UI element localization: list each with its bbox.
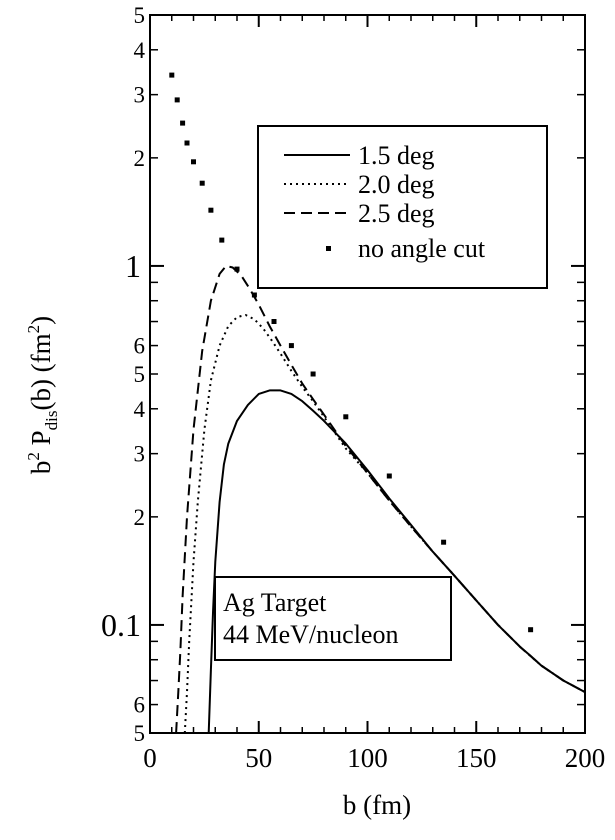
point-no-angle-cut — [528, 627, 534, 633]
x-axis-label: b (fm) — [343, 790, 411, 820]
point-no-angle-cut — [441, 539, 447, 545]
svg-text:b2 Pdis(b) (fm2): b2 Pdis(b) (fm2) — [24, 316, 61, 474]
legend-marker-no-angle-cut — [326, 246, 331, 251]
point-no-angle-cut — [199, 180, 205, 186]
annotation: Ag Target 44 MeV/nucleon — [214, 576, 452, 661]
y-minor-tick-label: 3 — [134, 83, 146, 108]
y-axis-label: b2 Pdis(b) (fm2) — [24, 316, 61, 474]
x-tick-label: 0 — [143, 743, 157, 773]
y-minor-tick-label: 2 — [134, 146, 146, 171]
point-no-angle-cut — [288, 343, 294, 349]
point-no-angle-cut — [208, 207, 214, 213]
y-minor-tick-label: 5 — [134, 721, 146, 746]
point-no-angle-cut — [191, 159, 196, 165]
legend: 1.5 deg 2.0 deg 2.5 deg no angle cut — [257, 125, 548, 289]
point-no-angle-cut — [343, 414, 349, 420]
plot-area: 0 50 100 150 200 0.1 1 5 6 2 3 4 5 6 2 3 4 5 — [101, 3, 605, 773]
y-minor-tick-label: 5 — [134, 362, 146, 387]
series-line-2.5-deg — [175, 264, 585, 733]
legend-label-no-angle-cut: no angle cut — [358, 234, 486, 263]
y-minor-tick-label: 6 — [134, 693, 146, 718]
point-no-angle-cut — [219, 237, 225, 243]
point-no-angle-cut — [180, 120, 186, 126]
y-minor-tick-label: 4 — [134, 397, 146, 422]
point-no-angle-cut — [174, 97, 180, 103]
y-minor-tick-label: 4 — [134, 38, 146, 63]
point-no-angle-cut — [184, 140, 190, 146]
x-tick-label: 200 — [565, 743, 606, 773]
annotation-line-2: 44 MeV/nucleon — [223, 620, 398, 649]
series-group — [169, 72, 585, 733]
point-no-angle-cut — [251, 292, 257, 298]
point-no-angle-cut — [310, 371, 316, 377]
y-minor-tick-label: 6 — [134, 334, 146, 359]
x-tick-label: 100 — [347, 743, 388, 773]
x-tick-label: 150 — [456, 743, 497, 773]
legend-label-2.5-deg: 2.5 deg — [358, 199, 435, 228]
y-minor-tick-label: 2 — [134, 505, 146, 530]
legend-label-1.5-deg: 1.5 deg — [358, 141, 435, 170]
point-no-angle-cut — [234, 266, 240, 272]
y-minor-tick-label: 5 — [134, 3, 146, 28]
y-tick-label: 0.1 — [101, 607, 141, 643]
annotation-box — [214, 576, 452, 661]
legend-box — [257, 125, 548, 289]
series-line-1.5-deg — [207, 389, 585, 733]
point-no-angle-cut — [271, 319, 277, 324]
point-no-angle-cut — [169, 72, 175, 78]
series-line-2.0-deg — [183, 314, 585, 733]
y-tick-label: 1 — [125, 248, 141, 284]
point-no-angle-cut — [386, 473, 392, 479]
legend-label-2.0-deg: 2.0 deg — [358, 170, 435, 199]
annotation-line-1: Ag Target — [223, 588, 327, 617]
y-minor-tick-label: 3 — [134, 442, 146, 467]
x-tick-label: 50 — [245, 743, 272, 773]
